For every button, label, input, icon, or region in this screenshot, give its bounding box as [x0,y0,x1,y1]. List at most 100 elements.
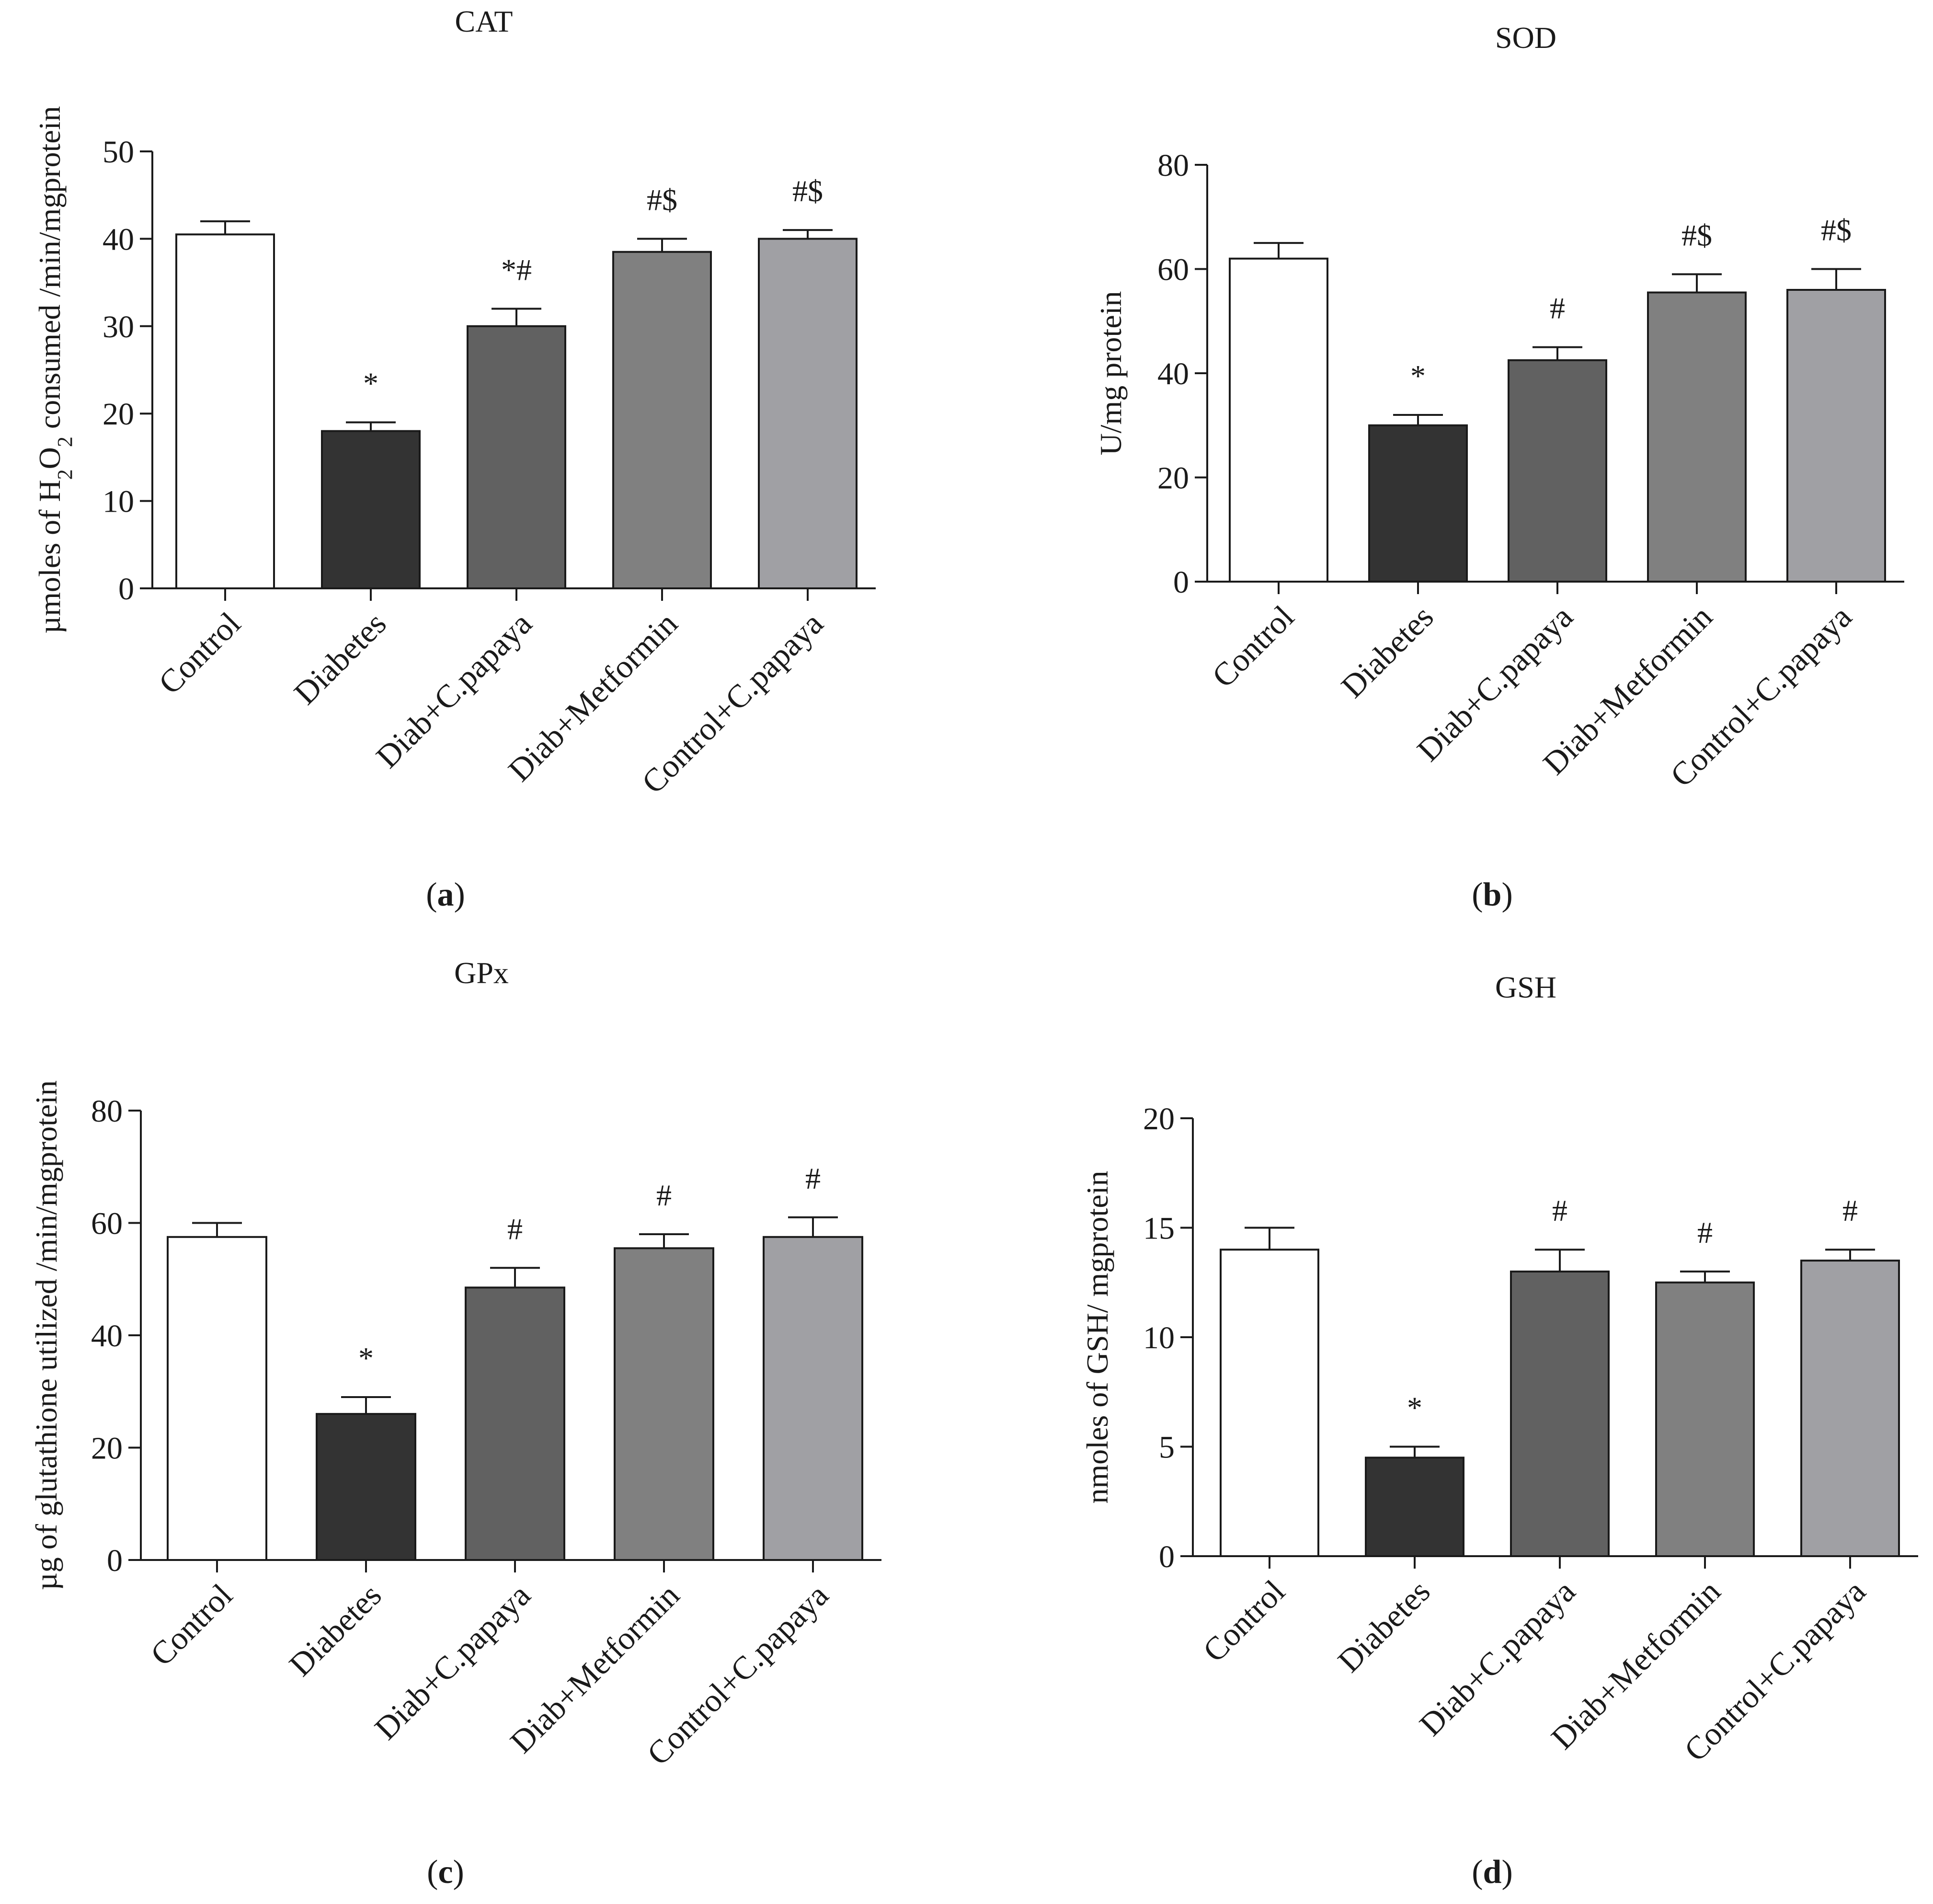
y-axis-label: µg of glutathione utilized /min/mgprotei… [29,1080,63,1590]
y-tick-label: 20 [1157,461,1189,496]
category-label: Control [1205,598,1301,695]
panel-label: (c) [427,1854,464,1891]
significance-annotation: * [358,1341,374,1375]
significance-annotation: #$ [647,183,677,217]
bar-diab-metformin [612,251,712,589]
category-label: Diabetes [1334,598,1441,705]
y-tick-label: 10 [1143,1320,1175,1355]
y-axis-label: µmoles of H2O2 consumed /min/mgprotein [33,106,77,633]
y-axis-label-part: 2 [53,469,77,480]
y-tick-label: 20 [1143,1101,1175,1136]
bar-control [167,1236,267,1561]
significance-annotation: #$ [1681,218,1712,252]
significance-annotation: * [1410,359,1426,393]
panel-label-letter: d [1483,1854,1502,1891]
panel-label-open: ( [426,876,437,913]
category-label: Control [151,605,248,701]
panel-label-open: ( [427,1854,438,1891]
y-tick-label: 50 [103,135,134,170]
significance-annotation: # [1550,291,1565,325]
chart-title: GSH [1495,970,1556,1004]
bar-control [175,233,275,589]
y-axis-label-part: consumed /min/mgprotein [33,106,67,436]
category-label: Control [143,1577,240,1673]
y-tick-label: 0 [107,1543,123,1578]
bar-control [1229,257,1328,583]
bar-diab-metformin [614,1247,714,1561]
panel-label: (a) [426,876,465,913]
y-tick-label: 60 [1157,252,1189,287]
bar-diab-c-papaya [465,1286,565,1561]
significance-annotation: # [656,1178,672,1212]
significance-annotation: * [1407,1391,1422,1425]
y-tick-label: 40 [1157,356,1189,391]
panel-label-letter: c [438,1854,453,1891]
category-label: Control [1196,1573,1292,1669]
y-tick-label: 5 [1159,1430,1175,1465]
significance-annotation: # [805,1161,821,1195]
y-tick-label: 30 [103,310,134,344]
y-axis-label: nmoles of GSH/ mgprotein [1080,1170,1114,1503]
bar-diabetes [321,430,421,589]
y-tick-label: 0 [1173,565,1189,600]
bar-control-c-papaya [1786,289,1886,583]
bar-control-c-papaya [763,1236,863,1561]
significance-annotation: #$ [1821,213,1852,247]
panel-label: (d) [1472,1854,1513,1891]
bar-control-c-papaya [1800,1260,1900,1558]
panel-label-letter: a [437,876,454,913]
bar-diabetes [316,1413,416,1561]
chart-panel-c: GPx µg of glutathione utilized /min/mgpro… [29,956,881,1891]
category-label: Diabetes [282,1577,389,1683]
category-label: Diab+C.papaya [367,1577,538,1747]
category-label: Diabetes [1331,1573,1437,1679]
y-tick-label: 15 [1143,1211,1175,1246]
chart-title: GPx [454,956,509,990]
chart-title: SOD [1495,21,1556,55]
bar-diab-metformin [1655,1281,1755,1557]
category-label: Diabetes [287,605,393,711]
y-tick-label: 80 [91,1094,123,1129]
panel-label-open: ( [1472,876,1483,913]
chart-panel-b: SOD U/mg protein 0 20 40 60 80 Control * Diabetes… [1094,21,1904,913]
significance-annotation: * [363,366,378,400]
significance-annotation: # [507,1212,523,1246]
y-tick-label: 20 [91,1431,123,1466]
chart-panel-d: GSH nmoles of GSH/ mgprotein 0 5 10 15 20 Contr… [1080,970,1918,1891]
y-tick-label: 60 [91,1206,123,1241]
bar-control-c-papaya [758,238,858,589]
bar-diabetes [1368,424,1468,583]
panel-label-close: ) [453,1854,464,1891]
category-label: Diab+C.papaya [369,605,539,775]
panel-label-close: ) [1501,1854,1512,1891]
significance-annotation: # [1552,1193,1567,1227]
panel-label-close: ) [454,876,465,913]
y-tick-label: 40 [91,1319,123,1353]
y-axis-label-part: O [33,447,67,469]
significance-annotation: # [1842,1193,1858,1227]
chart-title: CAT [455,4,513,38]
panel-label-close: ) [1501,876,1512,913]
significance-annotation: #$ [792,174,823,208]
bar-control [1220,1249,1319,1557]
panel-label: (b) [1472,876,1513,913]
y-tick-label: 40 [103,222,134,257]
y-axis-label-part: 2 [53,436,77,447]
bar-diabetes [1365,1457,1464,1558]
significance-annotation: *# [501,252,532,287]
y-axis-label-part: µmoles of H [33,480,67,633]
y-tick-label: 0 [1159,1539,1175,1574]
y-tick-label: 0 [118,572,134,607]
y-tick-label: 80 [1157,148,1189,183]
bar-diab-c-papaya [1510,1270,1610,1557]
panel-label-open: ( [1472,1854,1483,1891]
bar-diab-c-papaya [467,325,566,589]
bar-diab-c-papaya [1508,359,1607,583]
significance-annotation: # [1697,1216,1713,1250]
bar-diab-metformin [1647,291,1747,583]
y-tick-label: 20 [103,397,134,432]
y-axis-label: U/mg protein [1094,291,1128,455]
